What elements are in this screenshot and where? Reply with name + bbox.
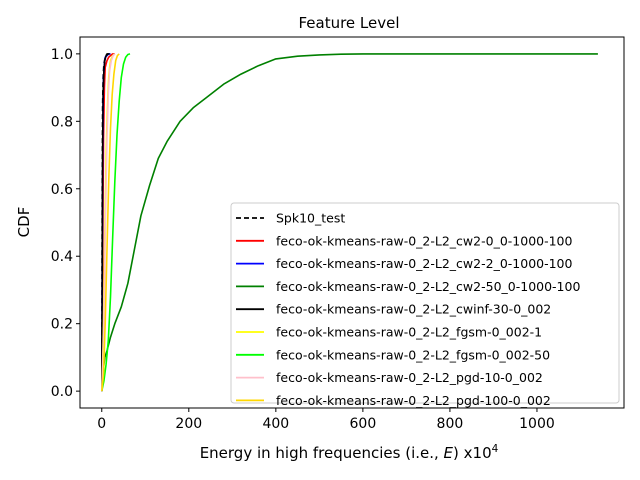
x-axis-label-exp: 4 <box>492 443 499 455</box>
legend-entry-label: feco-ok-kmeans-raw-0_2-L2_fgsm-0_002-50 <box>276 347 550 362</box>
y-tick-label: 1.0 <box>51 47 73 63</box>
series-line-3 <box>101 53 598 392</box>
x-tick-label: 0 <box>97 416 106 432</box>
plot-lines <box>101 53 598 392</box>
y-tick-label: 0.0 <box>51 384 73 400</box>
series-line-7 <box>101 53 116 392</box>
y-tick-label: 0.4 <box>51 249 73 265</box>
x-tick-label: 400 <box>262 416 289 432</box>
y-tick-label: 0.6 <box>51 182 73 198</box>
legend-entry-label: feco-ok-kmeans-raw-0_2-L2_cwinf-30-0_002 <box>276 302 551 317</box>
legend-entry-label: feco-ok-kmeans-raw-0_2-L2_fgsm-0_002-1 <box>276 325 542 340</box>
legend: Spk10_test feco-ok-kmeans-raw-0_2-L2_cw2-… <box>230 202 620 408</box>
x-axis-label-text: Energy in high frequencies (i.e., <box>200 444 444 462</box>
y-axis-label: CDF <box>15 207 33 238</box>
legend-entry-label: feco-ok-kmeans-raw-0_2-L2_cw2-50_0-1000-… <box>276 279 580 294</box>
series-line-6 <box>101 53 131 392</box>
series-line-8 <box>101 53 120 392</box>
x-tick-label: 1000 <box>519 416 555 432</box>
legend-box <box>230 202 620 404</box>
x-axis-label: Energy in high frequencies (i.e., E) x10… <box>200 443 499 462</box>
x-axis-label-var: E <box>444 444 454 462</box>
legend-entry-label: feco-ok-kmeans-raw-0_2-L2_pgd-10-0_002 <box>276 370 543 385</box>
y-tick-label: 0.8 <box>51 114 73 130</box>
legend-entry-label: Spk10_test <box>276 211 345 226</box>
y-tick-label: 0.2 <box>51 317 73 333</box>
plot-frame <box>79 36 625 409</box>
series-line-4 <box>101 53 110 392</box>
x-tick-label: 600 <box>350 416 377 432</box>
x-tick-label: 800 <box>437 416 464 432</box>
x-tick-label: 200 <box>175 416 202 432</box>
legend-entry-label: feco-ok-kmeans-raw-0_2-L2_cw2-0_0-1000-1… <box>276 233 573 248</box>
x-axis-label-close: ) x10 <box>453 444 492 462</box>
legend-entry-label: feco-ok-kmeans-raw-0_2-L2_pgd-100-0_002 <box>276 393 551 408</box>
legend-entry-label: feco-ok-kmeans-raw-0_2-L2_cw2-2_0-1000-1… <box>276 256 573 271</box>
chart-title: Feature Level <box>298 14 399 32</box>
axes: 0 200 400 600 800 1000 0.0 0.2 0.4 0.6 0.8 1.0 <box>51 36 625 432</box>
